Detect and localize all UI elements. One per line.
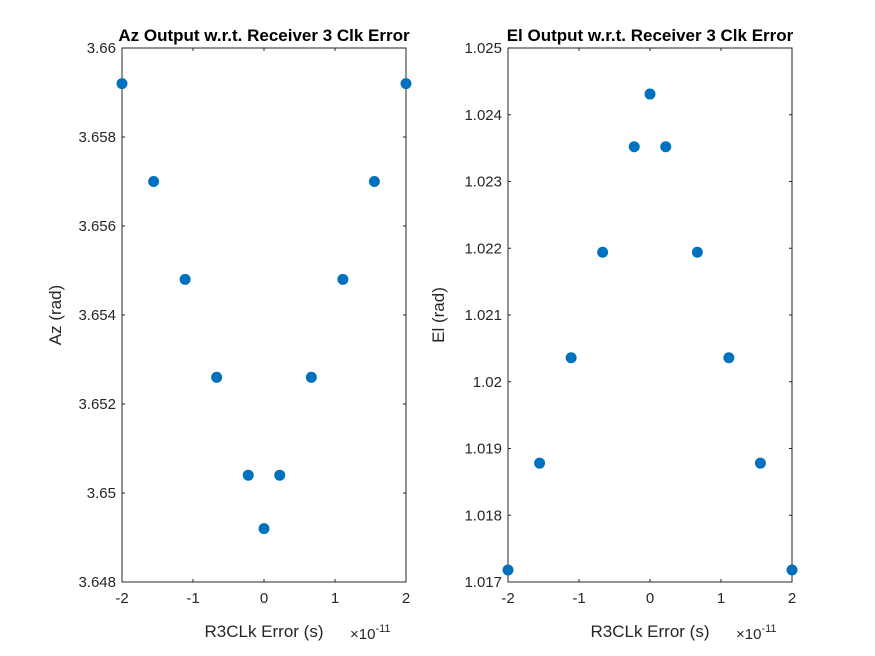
az-y-ticks: 3.648 3.65 3.652 3.654 3.656 3.658 3.66 — [78, 40, 406, 591]
az-x-tick-label: 2 — [402, 590, 410, 607]
el-data-point — [660, 141, 672, 153]
az-x-axis-label: R3CLk Error (s) — [204, 622, 323, 641]
az-data-point — [258, 523, 270, 535]
az-y-tick-label: 3.652 — [78, 396, 116, 413]
el-data-point — [644, 88, 656, 100]
az-x-tick-label: -1 — [186, 590, 199, 607]
az-data-point — [400, 78, 412, 90]
el-y-tick-label: 1.022 — [464, 240, 502, 257]
az-x-multiplier-exponent: -11 — [375, 623, 390, 635]
el-data-point — [628, 141, 640, 153]
el-data-point — [786, 564, 798, 576]
el-y-tick-label: 1.018 — [464, 507, 502, 524]
az-data-point — [211, 371, 223, 383]
el-y-tick-label: 1.019 — [464, 441, 502, 458]
az-data-point — [305, 371, 317, 383]
el-y-tick-label: 1.017 — [464, 574, 502, 591]
az-data-point — [274, 469, 286, 481]
az-y-axis-label: Az (rad) — [46, 285, 65, 345]
el-x-multiplier: ×10-11 — [736, 623, 777, 643]
az-plot-frame — [121, 47, 407, 583]
az-x-tick-label: -2 — [115, 590, 128, 607]
az-data-point — [242, 469, 254, 481]
el-y-axis-label: El (rad) — [429, 287, 448, 343]
az-x-multiplier: ×10-11 — [350, 623, 391, 643]
az-data-point — [179, 273, 191, 285]
el-y-ticks: 1.017 1.018 1.019 1.02 1.021 1.022 1.023 1.024 1… — [464, 40, 792, 591]
el-plot-frame — [507, 47, 793, 583]
el-y-tick-label: 1.02 — [473, 374, 502, 391]
el-x-tick-label: -2 — [501, 590, 514, 607]
el-data-point — [723, 352, 735, 364]
el-chart-title: El Output w.r.t. Receiver 3 Clk Error — [507, 26, 794, 45]
az-x-tick-label: 1 — [331, 590, 339, 607]
az-y-tick-label: 3.656 — [78, 218, 116, 235]
el-y-tick-label: 1.025 — [464, 40, 502, 57]
az-data-point — [337, 273, 349, 285]
az-subplot: Az Output w.r.t. Receiver 3 Clk Error R3… — [46, 26, 412, 643]
el-x-multiplier-base: ×10 — [736, 626, 761, 643]
el-data-point — [502, 564, 514, 576]
el-x-ticks: -2 -1 0 1 2 — [501, 48, 796, 607]
el-x-multiplier-exponent: -11 — [761, 623, 776, 635]
el-data-point — [597, 246, 609, 258]
el-y-tick-label: 1.024 — [464, 107, 502, 124]
az-data-point — [148, 176, 160, 187]
az-y-tick-label: 3.66 — [87, 40, 116, 57]
el-x-tick-label: 0 — [646, 590, 654, 607]
az-y-tick-label: 3.654 — [78, 307, 116, 324]
az-x-tick-label: 0 — [260, 590, 268, 607]
el-x-tick-label: 2 — [788, 590, 796, 607]
az-x-ticks: -2 -1 0 1 2 — [115, 48, 410, 607]
az-data-point — [368, 176, 380, 187]
el-data-point — [534, 457, 546, 469]
el-y-tick-label: 1.023 — [464, 174, 502, 191]
el-x-tick-label: 1 — [717, 590, 725, 607]
el-subplot: El Output w.r.t. Receiver 3 Clk Error R3… — [429, 26, 798, 643]
az-y-tick-label: 3.658 — [78, 129, 116, 146]
az-y-tick-label: 3.65 — [87, 485, 116, 502]
el-y-tick-label: 1.021 — [464, 307, 502, 324]
az-x-multiplier-base: ×10 — [350, 626, 375, 643]
az-chart-title: Az Output w.r.t. Receiver 3 Clk Error — [118, 26, 410, 45]
el-x-axis-label: R3CLk Error (s) — [590, 622, 709, 641]
az-y-tick-label: 3.648 — [78, 574, 116, 591]
el-data-point — [565, 352, 577, 364]
el-data-point — [691, 246, 703, 258]
el-data-points — [502, 88, 798, 576]
el-data-point — [754, 457, 766, 469]
az-data-points — [116, 78, 412, 535]
az-data-point — [116, 78, 128, 90]
el-x-tick-label: -1 — [572, 590, 585, 607]
